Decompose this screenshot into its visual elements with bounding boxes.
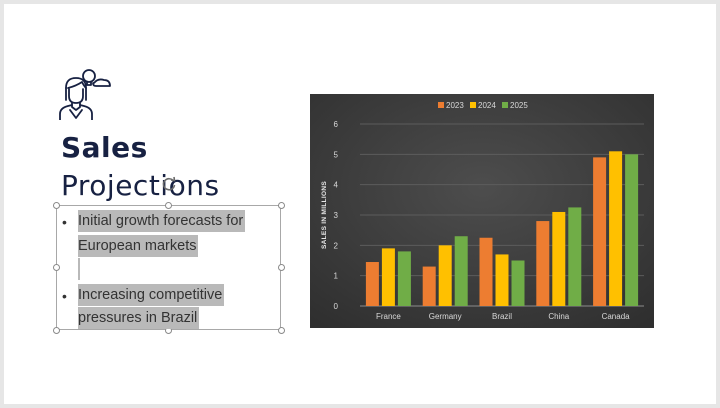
y-tick-label: 4 bbox=[334, 181, 339, 190]
chart-svg: 0 1 2 3 4 5 6 SALES IN MILLIONS France Germany Bra… bbox=[310, 94, 654, 328]
resize-handle-right[interactable] bbox=[278, 264, 285, 271]
bullet-text-line[interactable]: pressures in Brazil bbox=[78, 307, 200, 329]
legend-label: 2023 bbox=[446, 101, 464, 110]
slide-title-light[interactable]: Projections bbox=[61, 169, 220, 202]
bar-2023-canada bbox=[593, 157, 607, 306]
y-tick-label: 2 bbox=[334, 241, 339, 250]
bar-2025-canada bbox=[625, 154, 639, 306]
resize-handle-top-right[interactable] bbox=[278, 202, 285, 209]
x-tick-label: Canada bbox=[602, 312, 631, 321]
y-tick-label: 3 bbox=[334, 211, 339, 220]
bar-2023-brazil bbox=[479, 237, 493, 306]
slide-title-bold[interactable]: Sales bbox=[61, 131, 148, 164]
bar-2025-france bbox=[397, 251, 411, 306]
bullet-marker: • bbox=[62, 214, 67, 230]
bullet-marker: • bbox=[62, 288, 67, 304]
y-tick-label: 1 bbox=[334, 272, 339, 281]
x-tick-label: China bbox=[548, 312, 569, 321]
bar-2025-germany bbox=[454, 236, 468, 306]
bar-2024-canada bbox=[609, 151, 623, 306]
businesswoman-idea-icon[interactable] bbox=[56, 66, 114, 120]
legend-swatch bbox=[438, 102, 444, 108]
blank-line-highlight bbox=[78, 258, 80, 280]
legend-swatch bbox=[470, 102, 476, 108]
legend-swatch bbox=[502, 102, 508, 108]
bar-2025-china bbox=[568, 207, 582, 306]
x-tick-label: Germany bbox=[429, 312, 462, 321]
legend-label: 2024 bbox=[478, 101, 496, 110]
bar-2023-china bbox=[536, 221, 550, 306]
resize-handle-bottom-right[interactable] bbox=[278, 327, 285, 334]
rotate-handle-icon[interactable] bbox=[161, 176, 177, 192]
resize-handle-top-left[interactable] bbox=[53, 202, 60, 209]
sales-bar-chart[interactable]: 0 1 2 3 4 5 6 SALES IN MILLIONS France Germany Bra… bbox=[310, 94, 654, 328]
y-tick-label: 6 bbox=[334, 120, 339, 129]
y-tick-label: 5 bbox=[334, 150, 339, 159]
bar-2024-france bbox=[381, 248, 395, 306]
resize-handle-top[interactable] bbox=[165, 202, 172, 209]
x-tick-label: France bbox=[376, 312, 401, 321]
resize-handle-left[interactable] bbox=[53, 264, 60, 271]
bar-2023-france bbox=[365, 262, 379, 306]
bullet-text-line[interactable]: Increasing competitive bbox=[78, 284, 225, 306]
bullet-text-line[interactable]: Initial growth forecasts for bbox=[78, 210, 246, 232]
legend-label: 2025 bbox=[510, 101, 528, 110]
resize-handle-bottom-left[interactable] bbox=[53, 327, 60, 334]
x-tick-label: Brazil bbox=[492, 312, 512, 321]
y-tick-label: 0 bbox=[334, 302, 339, 311]
bar-2024-brazil bbox=[495, 254, 509, 306]
bar-2023-germany bbox=[422, 266, 436, 306]
y-axis-label: SALES IN MILLIONS bbox=[321, 181, 328, 249]
bar-2024-germany bbox=[438, 245, 452, 306]
bullet-text-line[interactable]: European markets bbox=[78, 235, 199, 257]
bar-2025-brazil bbox=[511, 260, 525, 306]
bar-2024-china bbox=[552, 211, 566, 306]
